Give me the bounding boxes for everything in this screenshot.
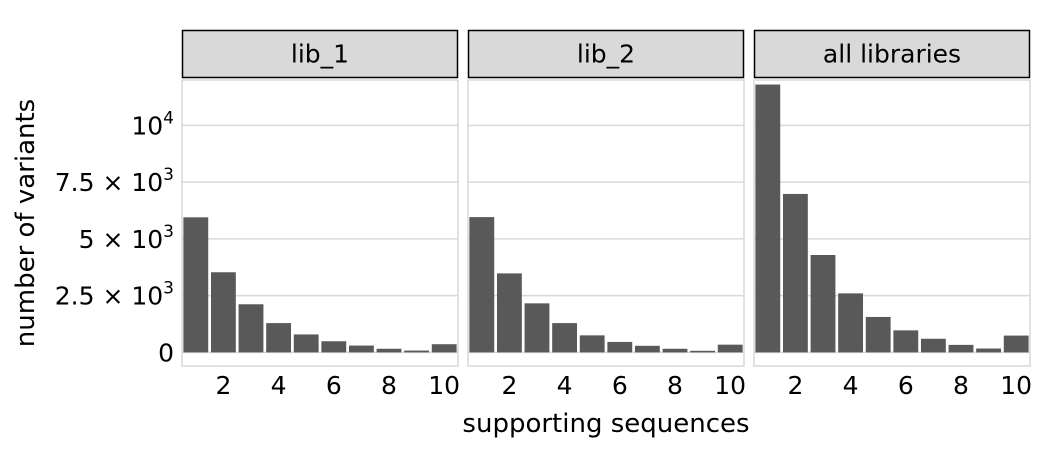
facet-strip-label: all libraries [823,40,961,69]
bar [404,350,430,353]
x-tick-label: 8 [667,371,683,400]
bar [266,323,292,353]
bar [976,348,1002,353]
bar [1003,335,1029,353]
facet-strip-label: lib_1 [291,40,349,69]
bar [810,255,836,353]
facet-strip-label: lib_2 [577,40,635,69]
y-tick-label: 2.5 × 103 [55,279,174,311]
x-tick-label: 6 [898,371,914,400]
x-tick-label: 4 [557,371,573,400]
bar [948,344,974,353]
bar [376,348,402,353]
facet-strip [467,29,745,79]
facet-strip [181,29,459,79]
bar [348,345,374,353]
x-tick-label: 4 [271,371,287,400]
bar [607,341,633,353]
bar [865,316,891,353]
bar [469,217,495,353]
bar [496,273,522,353]
x-tick-label: 2 [501,371,517,400]
bar [717,344,743,353]
x-tick-label: 8 [953,371,969,400]
bar [183,217,209,353]
x-tick-label: 8 [381,371,397,400]
x-tick-label: 4 [843,371,859,400]
bar [524,303,550,353]
bar [210,272,236,353]
facet-panel-0: lib_1 2 4 6 8 10 [181,29,460,400]
bar [893,330,919,353]
facet-panels: lib_1 2 4 6 8 10 lib_2 2 4 6 8 10 all libraries 2 4 6 8 1… [181,29,1032,400]
x-tick-label: 10 [714,371,746,400]
x-tick-label: 2 [215,371,231,400]
bar [782,193,808,353]
facet-strip [753,29,1031,79]
facet-panel-2: all libraries 2 4 6 8 10 [753,29,1032,400]
y-axis-ticks: 0 2.5 × 103 5 × 103 7.5 × 103 104 [55,108,174,367]
x-tick-label: 10 [1000,371,1032,400]
x-axis-title: supporting sequences [462,409,749,439]
x-tick-label: 10 [428,371,460,400]
bar [579,335,605,353]
y-tick-label: 5 × 103 [79,222,174,254]
y-tick-label: 0 [158,338,174,367]
bar [838,293,864,353]
bar [321,341,347,353]
bar [662,348,688,353]
bar [634,345,660,353]
bar [755,84,781,353]
x-tick-label: 6 [326,371,342,400]
x-tick-label: 2 [787,371,803,400]
y-axis-title: number of variants [11,99,41,347]
y-tick-label: 7.5 × 103 [55,165,174,197]
bar [238,304,264,353]
bar [431,344,457,353]
facet-panel-1: lib_2 2 4 6 8 10 [467,29,746,400]
bar [293,334,319,353]
y-tick-label: 104 [131,108,174,140]
x-tick-label: 6 [612,371,628,400]
bar [552,323,578,353]
bar [690,350,716,353]
bar [920,338,946,353]
